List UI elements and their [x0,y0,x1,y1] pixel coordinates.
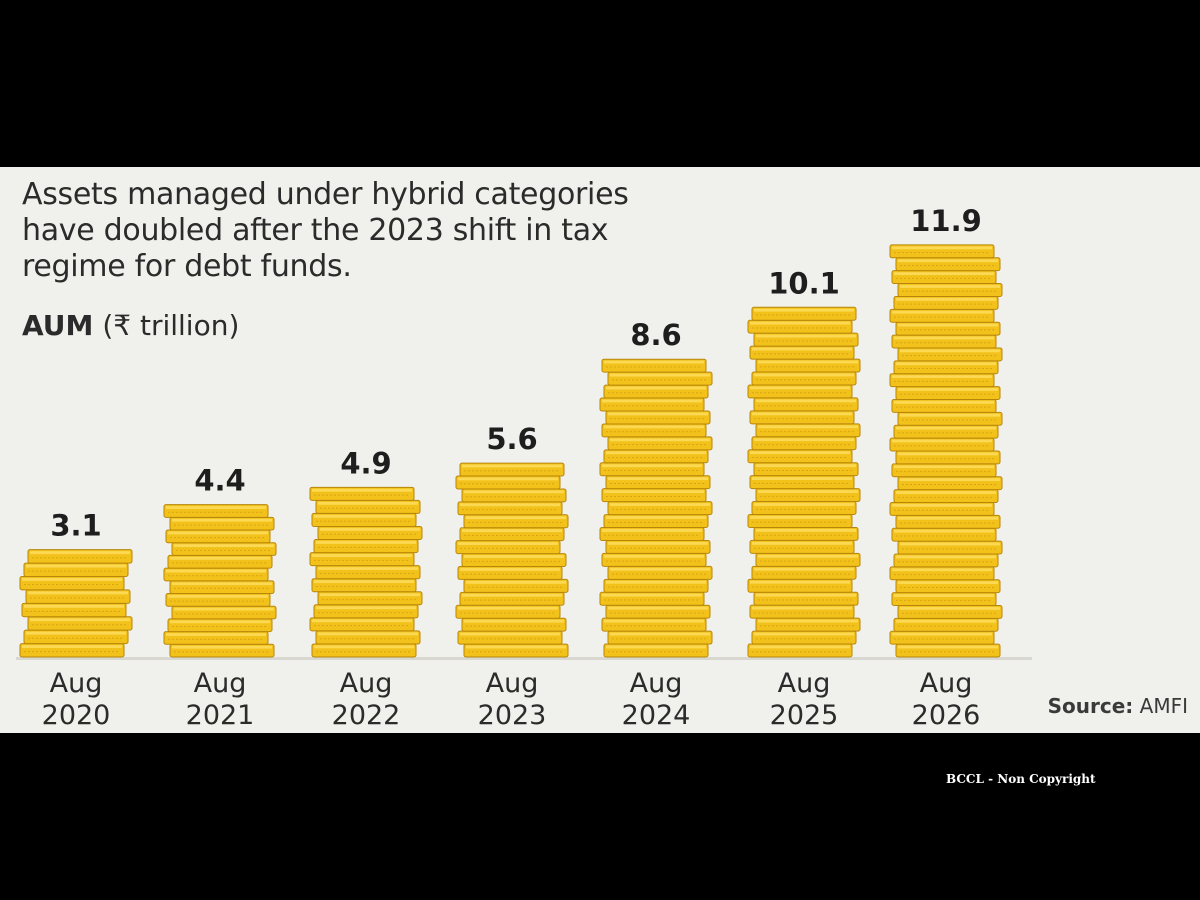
data-label: 11.9 [910,204,982,238]
x-tick-label-month: Aug [486,668,539,699]
chart-panel: Assets managed under hybrid categories h… [0,167,1200,733]
bar-coin-stack [19,549,133,658]
chart: 3.14.44.95.68.610.111.9 Aug2020Aug2021Au… [16,204,1032,731]
unit-label-rest: (₹ trillion) [93,309,240,342]
bar-coin-stack [163,504,277,658]
bar-coin-stack [455,462,569,658]
x-tick-label-year: 2023 [478,700,547,731]
x-tick-label-year: 2025 [770,700,839,731]
bar-coin-stack [889,244,1003,658]
data-label: 10.1 [768,266,840,300]
data-label: 4.9 [340,446,391,480]
bar-coin-stack [309,486,423,658]
data-label: 8.6 [630,318,681,352]
source-label: Source: [1047,694,1134,718]
x-tick-label-year: 2021 [186,700,255,731]
watermark: BCCL - Non Copyright [946,772,1096,786]
x-tick-label-month: Aug [630,668,683,699]
unit-label-bold: AUM [22,309,94,342]
x-tick-label-month: Aug [340,668,393,699]
x-tick-label-month: Aug [778,668,831,699]
x-tick-label-year: 2024 [622,700,691,731]
bar-coin-stack [747,306,861,658]
x-tick-label-month: Aug [50,668,103,699]
x-tick-label-year: 2022 [332,700,401,731]
data-label: 4.4 [194,464,245,498]
x-tick-label-month: Aug [920,668,973,699]
source-note: Source: AMFI [1048,694,1188,718]
source-value: AMFI [1133,694,1188,718]
unit-label: AUM (₹ trillion) [22,309,239,343]
chart-title: Assets managed under hybrid categories h… [22,177,629,284]
x-tick-label-year: 2020 [42,700,111,731]
data-label: 5.6 [486,422,537,456]
data-label: 3.1 [50,509,101,543]
baseline [16,657,1032,660]
bar-coin-stack [599,358,713,658]
x-tick-label-year: 2026 [912,700,981,731]
x-tick-label-month: Aug [194,668,247,699]
